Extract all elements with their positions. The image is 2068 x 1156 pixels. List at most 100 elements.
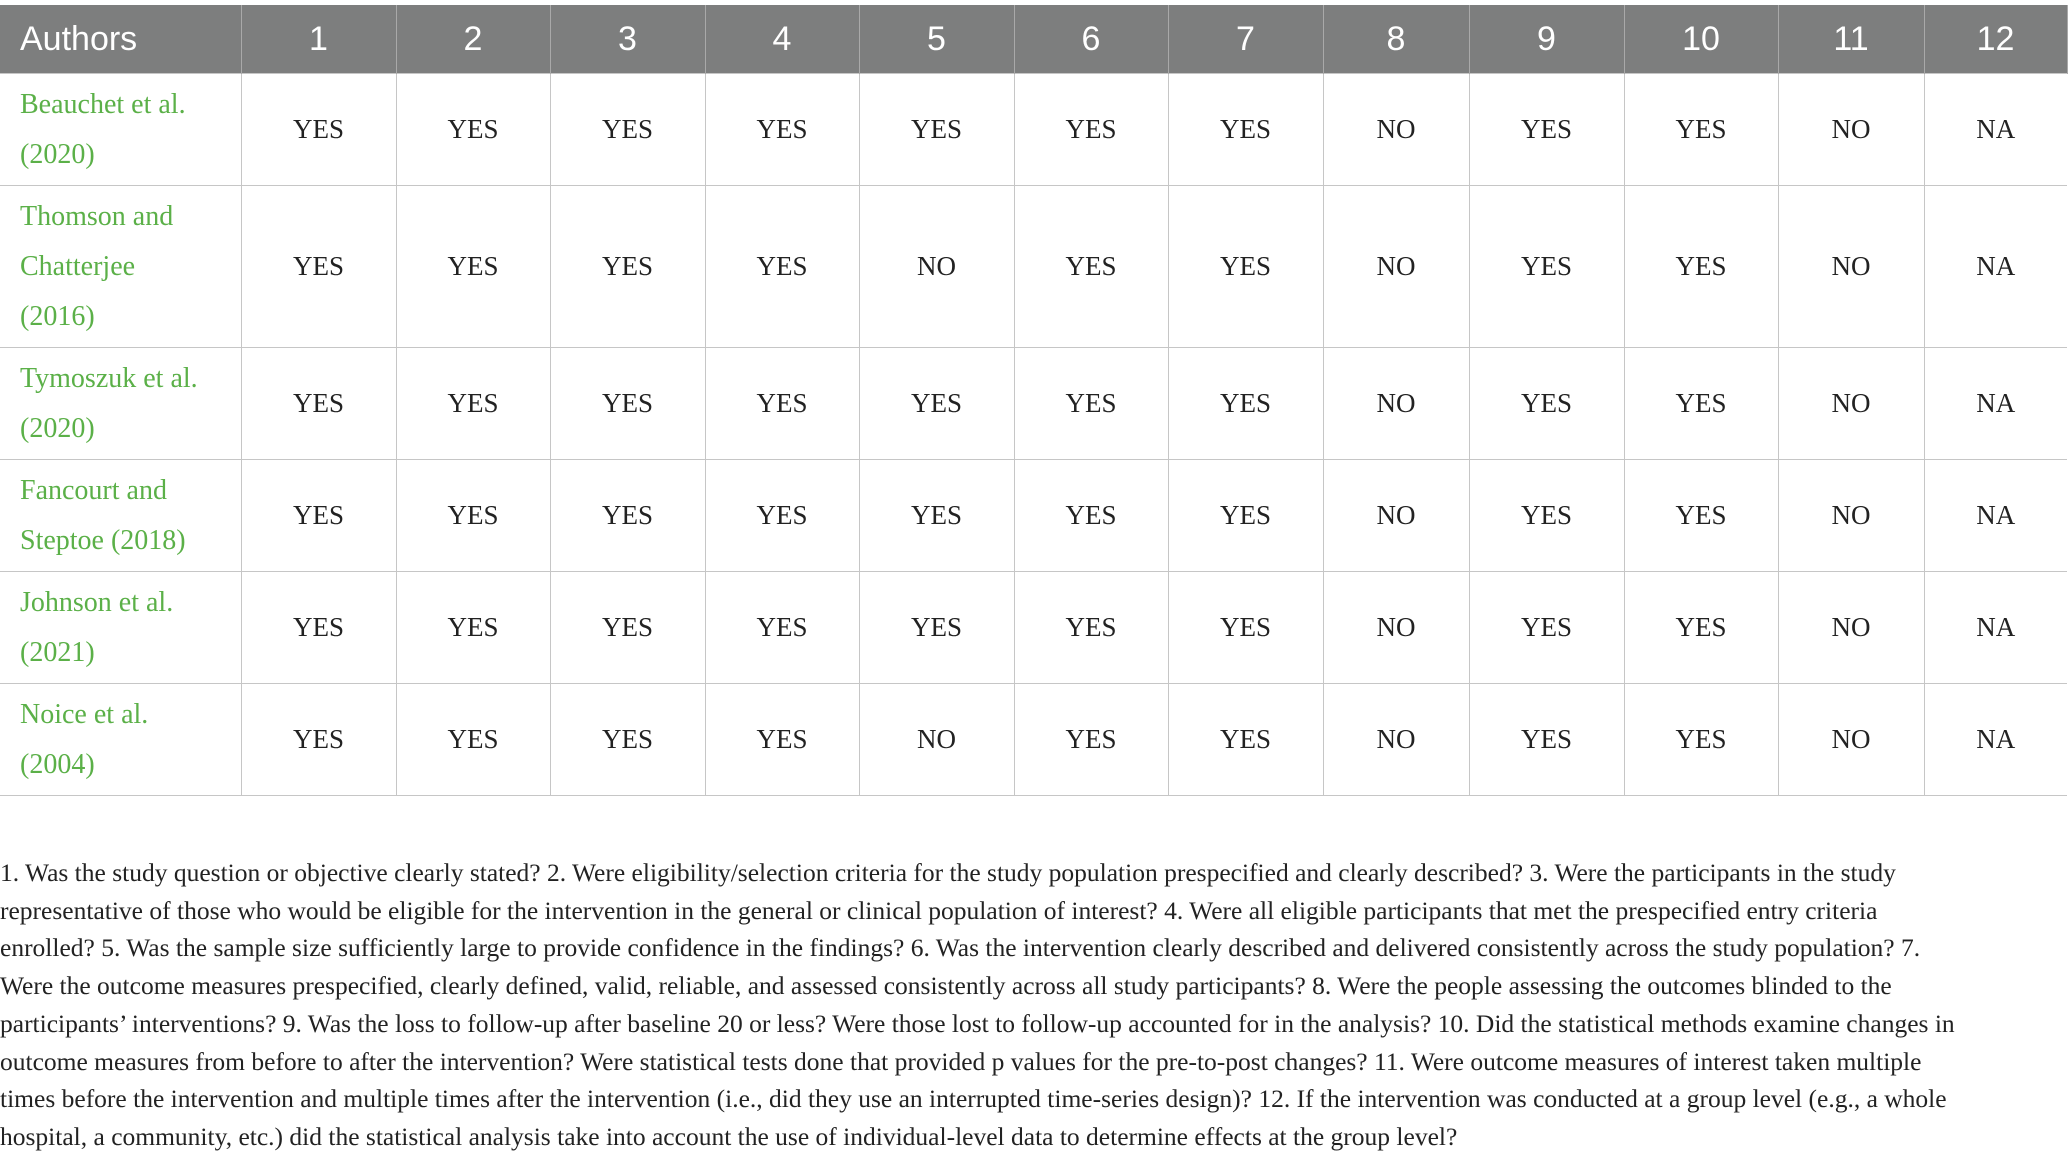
author-line: Beauchet et al. xyxy=(20,88,186,120)
footnote-line: 1. Was the study question or objective c… xyxy=(0,858,1896,887)
footnote-line: outcome measures from before to after th… xyxy=(0,1046,1922,1076)
criterion-8-cell: NO xyxy=(1322,347,1470,460)
criterion-7-cell: YES xyxy=(1167,185,1324,348)
criterion-3-cell: YES xyxy=(549,571,706,684)
criterion-8-cell: NO xyxy=(1322,185,1470,348)
author-line: (2020) xyxy=(20,138,95,170)
criterion-10-cell: YES xyxy=(1623,683,1779,796)
footnote-line: representative of those who would be eli… xyxy=(0,895,1878,925)
criterion-2-cell: YES xyxy=(395,185,551,348)
criterion-12-cell: NA xyxy=(1923,347,2067,460)
table-header-row: Authors 1 2 3 4 5 6 7 8 9 10 11 12 xyxy=(0,5,2068,74)
author-line: Thomson and xyxy=(20,200,174,232)
criterion-4-cell: YES xyxy=(704,683,860,796)
table-row: Fancourt and Steptoe (2018) YES YES YES YES YE… xyxy=(0,459,2067,572)
criterion-8-cell: NO xyxy=(1322,459,1470,572)
criterion-6-cell: YES xyxy=(1013,571,1169,684)
criterion-11-cell: NO xyxy=(1777,185,1925,348)
column-header-7: 7 xyxy=(1168,5,1324,74)
criterion-5-cell: YES xyxy=(858,73,1015,186)
criterion-2-cell: YES xyxy=(395,571,551,684)
column-header-1: 1 xyxy=(241,5,397,74)
criterion-11-cell: NO xyxy=(1777,73,1925,186)
criterion-1-cell: YES xyxy=(240,571,397,684)
criterion-12-cell: NA xyxy=(1923,571,2067,684)
criterion-1-cell: YES xyxy=(240,459,397,572)
criterion-12-cell: NA xyxy=(1923,185,2067,348)
criterion-12-cell: NA xyxy=(1923,683,2067,796)
criterion-2-cell: YES xyxy=(395,347,551,460)
criterion-10-cell: YES xyxy=(1623,73,1779,186)
table-row: Thomson and Chatterjee (2016) YES YES YES YES N… xyxy=(0,185,2067,348)
author-line: (2004) xyxy=(20,748,95,780)
column-header-11: 11 xyxy=(1778,5,1925,74)
criterion-8-cell: NO xyxy=(1322,73,1470,186)
table-row: Tymoszuk et al. (2020) YES YES YES YES YES YES Y… xyxy=(0,347,2067,460)
criterion-6-cell: YES xyxy=(1013,185,1169,348)
author-cell: Fancourt and Steptoe (2018) xyxy=(0,459,242,572)
author-line: Steptoe (2018) xyxy=(20,524,186,556)
table-body: Beauchet et al. (2020) YES YES YES YES YES YES Y… xyxy=(0,73,2067,796)
author-line: (2021) xyxy=(20,636,95,668)
column-header-2: 2 xyxy=(396,5,551,74)
criterion-1-cell: YES xyxy=(240,73,397,186)
criterion-2-cell: YES xyxy=(395,459,551,572)
criterion-6-cell: YES xyxy=(1013,683,1169,796)
criterion-4-cell: YES xyxy=(704,347,860,460)
criterion-10-cell: YES xyxy=(1623,347,1779,460)
footnote-line: participants’ interventions? 9. Was the … xyxy=(0,1008,1955,1038)
criterion-12-cell: NA xyxy=(1923,459,2067,572)
table-row: Beauchet et al. (2020) YES YES YES YES YES YES Y… xyxy=(0,73,2067,186)
criterion-6-cell: YES xyxy=(1013,347,1169,460)
criterion-9-cell: YES xyxy=(1468,459,1625,572)
criterion-2-cell: YES xyxy=(395,73,551,186)
author-line: Tymoszuk et al. xyxy=(20,362,198,394)
author-cell: Johnson et al. (2021) xyxy=(0,571,242,684)
quality-assessment-table: Authors 1 2 3 4 5 6 7 8 9 10 11 12 Beauchet et al. (2… xyxy=(0,5,2068,796)
author-line: Johnson et al. xyxy=(20,586,174,618)
column-header-12: 12 xyxy=(1924,5,2068,74)
criterion-7-cell: YES xyxy=(1167,571,1324,684)
criterion-1-cell: YES xyxy=(240,185,397,348)
criterion-6-cell: YES xyxy=(1013,459,1169,572)
criterion-3-cell: YES xyxy=(549,683,706,796)
criterion-5-cell: YES xyxy=(858,459,1015,572)
criterion-11-cell: NO xyxy=(1777,459,1925,572)
author-line: Fancourt and xyxy=(20,474,167,506)
criterion-9-cell: YES xyxy=(1468,683,1625,796)
author-cell: Tymoszuk et al. (2020) xyxy=(0,347,242,460)
criterion-10-cell: YES xyxy=(1623,571,1779,684)
column-header-3: 3 xyxy=(550,5,706,74)
criterion-1-cell: YES xyxy=(240,683,397,796)
column-header-6: 6 xyxy=(1014,5,1169,74)
table-footnote: 1. Was the study question or objective c… xyxy=(0,854,2062,1156)
criterion-3-cell: YES xyxy=(549,73,706,186)
criterion-5-cell: NO xyxy=(858,185,1015,348)
column-header-8: 8 xyxy=(1323,5,1470,74)
footnote-line: hospital, a community, etc.) did the sta… xyxy=(0,1121,1458,1151)
criterion-8-cell: NO xyxy=(1322,571,1470,684)
criterion-9-cell: YES xyxy=(1468,185,1625,348)
footnote-line: times before the intervention and multip… xyxy=(0,1084,1947,1114)
criterion-9-cell: YES xyxy=(1468,571,1625,684)
column-header-4: 4 xyxy=(705,5,860,74)
criterion-8-cell: NO xyxy=(1322,683,1470,796)
author-line: (2020) xyxy=(20,412,95,444)
column-header-5: 5 xyxy=(859,5,1015,74)
criterion-5-cell: YES xyxy=(858,571,1015,684)
criterion-5-cell: YES xyxy=(858,347,1015,460)
criterion-3-cell: YES xyxy=(549,347,706,460)
criterion-6-cell: YES xyxy=(1013,73,1169,186)
criterion-7-cell: YES xyxy=(1167,347,1324,460)
criterion-9-cell: YES xyxy=(1468,347,1625,460)
column-header-9: 9 xyxy=(1469,5,1625,74)
criterion-2-cell: YES xyxy=(395,683,551,796)
criterion-4-cell: YES xyxy=(704,571,860,684)
criterion-4-cell: YES xyxy=(704,459,860,572)
author-line: Chatterjee xyxy=(20,250,136,282)
column-header-authors: Authors xyxy=(0,5,242,74)
criterion-11-cell: NO xyxy=(1777,571,1925,684)
author-line: (2016) xyxy=(20,300,95,332)
criterion-4-cell: YES xyxy=(704,73,860,186)
